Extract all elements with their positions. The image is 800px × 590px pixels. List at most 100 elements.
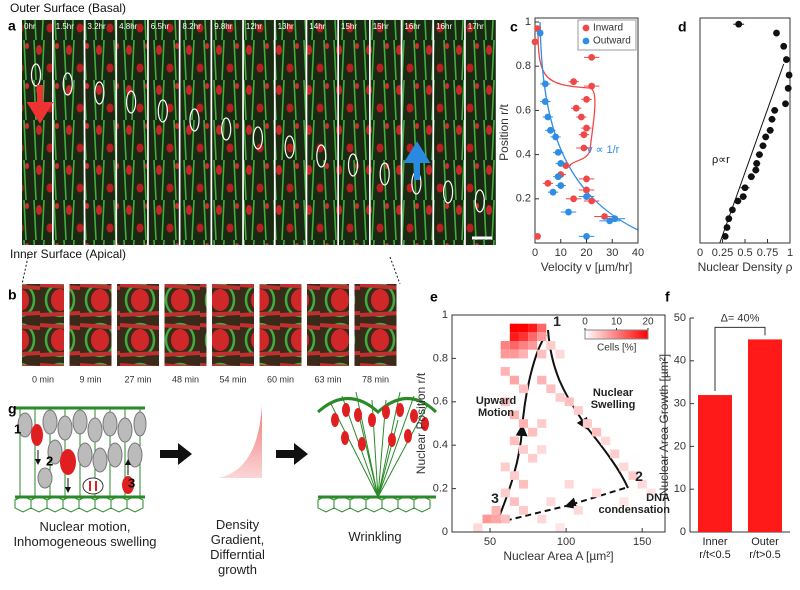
point (541, 80, 549, 88)
step-number: 2 (46, 453, 53, 468)
step-number: 3 (128, 475, 135, 490)
heat-cell (509, 323, 519, 333)
time-label: 13hr (278, 22, 294, 31)
point (741, 184, 749, 192)
point (541, 98, 549, 105)
panel-label: f (665, 289, 670, 305)
outward-arrow (403, 141, 431, 180)
time-label: 54 min (219, 374, 246, 384)
y-axis-label: Position r/t (497, 103, 511, 160)
x-tick-label: 20 (580, 247, 592, 259)
plot-frame (451, 314, 666, 533)
heat-cell (555, 523, 565, 532)
point (773, 29, 780, 37)
micrograph (354, 284, 397, 366)
micrograph (117, 20, 148, 245)
heat-cell (509, 471, 519, 480)
legend-marker (582, 37, 590, 45)
annotation: DNA condensation (598, 492, 670, 516)
micrograph (212, 284, 254, 366)
micrograph (275, 20, 306, 245)
step-arrow (276, 443, 308, 465)
time-label: 60 min (267, 374, 294, 384)
colorbar (584, 329, 649, 340)
bracket (714, 326, 766, 392)
x-tick-label: 50 (484, 536, 496, 548)
heat-cell (591, 427, 602, 437)
y-tick-label: 0 (442, 526, 448, 538)
point (549, 188, 557, 196)
time-label: 9 min (79, 374, 101, 384)
point (544, 179, 552, 187)
annotation: Δ= 40% (721, 312, 760, 324)
point (611, 215, 619, 223)
y-axis-label: Nuclear Area Growth [µm²] (657, 354, 671, 496)
heat-cell (500, 349, 510, 359)
heat-cell (509, 341, 519, 350)
x-tick-label: 1 (787, 247, 793, 259)
x-tick-label: 0.5 (737, 247, 752, 259)
annotation: 1 (553, 313, 561, 329)
trajectory-arrow (584, 424, 629, 489)
point (784, 84, 792, 92)
time-label: 63 min (314, 374, 341, 384)
point (756, 151, 763, 159)
heat-cell (491, 505, 501, 515)
y-tick-label: 0.8 (433, 352, 448, 364)
point (554, 173, 562, 181)
point (759, 142, 767, 150)
heat-cell (518, 332, 529, 342)
y-axis-label: Nuclear Position r/t (414, 372, 428, 474)
heat-cell (528, 453, 538, 463)
point (552, 133, 559, 141)
micrograph (370, 20, 401, 245)
micrograph (117, 284, 159, 366)
nucleus-outline (284, 135, 295, 159)
point (734, 197, 742, 205)
heat-cell (491, 514, 501, 524)
heat-cell (564, 479, 574, 489)
heat-cell (537, 514, 547, 524)
time-label: 0hr (24, 22, 36, 31)
time-label: 16hr (436, 22, 452, 31)
step-number: 1 (14, 421, 21, 436)
heat-cell (528, 323, 538, 333)
time-label: 9.8hr (214, 22, 233, 31)
time-label: 1.5hr (56, 22, 75, 31)
panel-label: d (678, 19, 687, 35)
heat-cell (537, 445, 547, 454)
point (583, 232, 590, 240)
micrograph (465, 20, 496, 245)
point (583, 193, 590, 200)
y-tick-label: 0.4 (433, 439, 448, 451)
heat-cell (500, 514, 510, 524)
annotation: v ∝ 1/r (587, 144, 620, 156)
nucleus-outline (94, 81, 105, 105)
nucleus-outline (474, 189, 485, 213)
time-label: 15hr (373, 22, 389, 31)
colorbar-label: Cells [%] (597, 343, 637, 354)
time-label: 3.2hr (87, 22, 106, 31)
micrograph-strips (22, 20, 496, 245)
micrograph (434, 20, 465, 245)
heat-cell (518, 341, 529, 350)
heat-cell (555, 349, 565, 359)
x-tick-label: 150 (633, 536, 651, 548)
x-tick-label: 100 (557, 536, 575, 548)
annotation: 3 (491, 490, 499, 506)
point (577, 113, 585, 121)
heat-cell (518, 419, 529, 428)
heat-cell (509, 410, 519, 420)
y-tick-label: 30 (674, 398, 686, 410)
heat-cell (601, 436, 611, 446)
x-axis-label: Velocity v [µm/hr] (541, 260, 633, 274)
point (762, 133, 770, 141)
point (583, 175, 590, 183)
heat-cell (537, 419, 547, 428)
point (570, 78, 578, 86)
point (562, 162, 570, 170)
micrograph (148, 20, 179, 245)
time-label: 78 min (362, 374, 389, 384)
point (554, 148, 562, 156)
point (768, 115, 776, 123)
